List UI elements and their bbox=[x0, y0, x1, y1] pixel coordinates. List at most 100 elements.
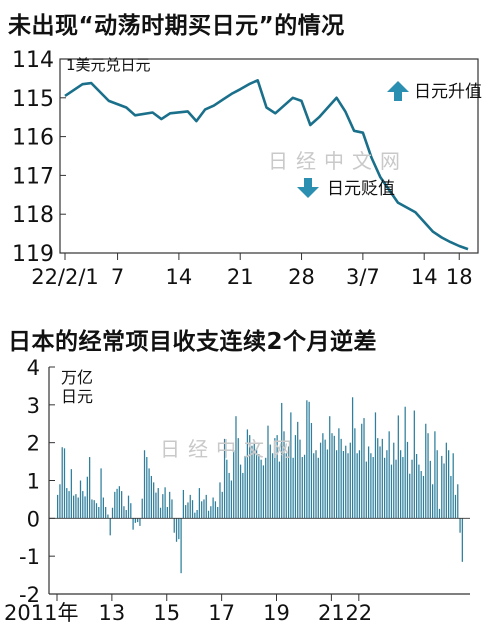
chart2-bar bbox=[436, 450, 438, 519]
chart2-bar bbox=[230, 480, 233, 519]
chart2-bar bbox=[269, 444, 271, 519]
chart2-bar bbox=[324, 439, 326, 519]
watermark-2: 日经中文网 bbox=[160, 437, 300, 461]
chart2-bar bbox=[310, 422, 313, 519]
chart2-y-tick-label: 1 bbox=[27, 470, 40, 494]
chart2-bar bbox=[217, 506, 219, 519]
chart1-x-tick-label: 14 bbox=[411, 265, 438, 289]
chart2-bar bbox=[198, 488, 201, 519]
chart2-bar bbox=[84, 496, 86, 519]
chart2-bar bbox=[361, 423, 363, 519]
chart2-bar bbox=[57, 494, 59, 519]
chart2-bar bbox=[237, 438, 239, 519]
chart2-bar bbox=[130, 503, 132, 519]
chart2-bar bbox=[194, 512, 196, 519]
chart2-bar bbox=[383, 457, 386, 519]
chart2-bar bbox=[98, 506, 100, 519]
chart1-y-tick-label: 117 bbox=[12, 164, 54, 189]
chart1-annotation-up: 日元升值 bbox=[414, 82, 482, 102]
arrow-up-icon bbox=[387, 81, 409, 101]
chart2-bar bbox=[143, 450, 146, 519]
chart2-bar bbox=[116, 488, 118, 519]
chart1-x-tick-label: 21 bbox=[227, 265, 254, 289]
chart2-y-tick-label: 0 bbox=[27, 507, 40, 531]
chart2-bar bbox=[173, 518, 175, 533]
chart2-bar bbox=[459, 518, 461, 533]
chart2-bar bbox=[121, 491, 123, 519]
chart2-bar bbox=[235, 416, 237, 519]
chart2-bar bbox=[447, 450, 450, 519]
chart1-y-tick-label: 116 bbox=[12, 126, 54, 151]
chart2-bar bbox=[212, 497, 214, 519]
chart2-bar bbox=[114, 491, 116, 519]
chart2-bar bbox=[331, 433, 333, 519]
chart2-bar bbox=[429, 460, 431, 519]
chart2-bar bbox=[105, 506, 107, 519]
chart2-bar bbox=[75, 494, 77, 519]
chart2-bar bbox=[313, 453, 315, 519]
arrow-down-icon bbox=[297, 178, 319, 198]
chart2-bar bbox=[395, 459, 397, 519]
chart2-bar bbox=[388, 431, 390, 519]
chart2-bar bbox=[303, 454, 306, 519]
chart2-bar bbox=[93, 500, 95, 519]
chart2-bar bbox=[164, 487, 166, 519]
chart2-bar bbox=[246, 429, 249, 519]
chart2-bar bbox=[450, 475, 452, 519]
chart2-bar bbox=[226, 459, 228, 519]
chart2-bar bbox=[139, 518, 141, 526]
chart2-bar bbox=[68, 491, 70, 519]
chart2-bar bbox=[70, 469, 72, 519]
chart2-bar bbox=[402, 457, 404, 519]
chart2-bar bbox=[367, 446, 370, 519]
chart2-bar bbox=[425, 423, 427, 519]
chart1-y-tick-label: 118 bbox=[12, 203, 54, 228]
chart2-bar bbox=[411, 459, 413, 519]
chart2-bar bbox=[171, 499, 173, 519]
chart1-x-tick-label: 3/7 bbox=[346, 265, 380, 289]
chart2-bar bbox=[239, 464, 242, 519]
chart2-bar bbox=[109, 518, 111, 536]
chart2-bar bbox=[443, 463, 445, 519]
chart2-bar bbox=[338, 428, 340, 519]
chart2-bar bbox=[441, 455, 443, 519]
chart2-bar bbox=[445, 442, 447, 519]
chart2-bar bbox=[301, 457, 303, 519]
chart1-y-tick-label: 119 bbox=[12, 242, 54, 267]
chart2-bar bbox=[189, 494, 191, 519]
chart2-title: 日本的经常项目收支连续2个月逆差 bbox=[8, 329, 378, 355]
chart2-bar bbox=[146, 457, 148, 519]
chart2-bar bbox=[249, 435, 251, 519]
chart2-bar bbox=[274, 438, 276, 519]
chart2-bar bbox=[111, 507, 114, 519]
chart1-frame bbox=[59, 58, 479, 254]
chart2-bar bbox=[278, 461, 281, 519]
chart2-bar bbox=[107, 514, 109, 519]
chart2-bar bbox=[345, 445, 347, 519]
chart2-bar bbox=[281, 402, 283, 519]
chart1-x-tick-label: 18 bbox=[446, 265, 473, 289]
chart1-x-tick-label: 22/2/1 bbox=[31, 265, 99, 289]
chart2-x-tick-label: 13 bbox=[99, 601, 126, 625]
chart2-y-tick-label: 2 bbox=[27, 432, 40, 456]
chart2-bar bbox=[191, 500, 194, 519]
chart2-bar bbox=[66, 488, 68, 519]
chart2-bar bbox=[308, 401, 310, 519]
chart2-bar bbox=[91, 499, 93, 519]
chart2-bar bbox=[431, 484, 434, 519]
chart2-bar bbox=[125, 510, 127, 519]
chart2-bar bbox=[409, 473, 411, 519]
chart2-bar bbox=[294, 435, 297, 519]
chart2-bar bbox=[201, 501, 203, 519]
chart2-x-tick-label: 15 bbox=[153, 601, 180, 625]
chart2-bar bbox=[322, 433, 324, 519]
chart2-bar bbox=[59, 484, 61, 519]
watermark-1: 日经中文网 bbox=[268, 149, 408, 173]
chart2-bar bbox=[242, 472, 244, 519]
chart2-bar bbox=[434, 431, 436, 519]
chart2-bar bbox=[253, 442, 255, 519]
chart2-bar bbox=[351, 397, 354, 519]
